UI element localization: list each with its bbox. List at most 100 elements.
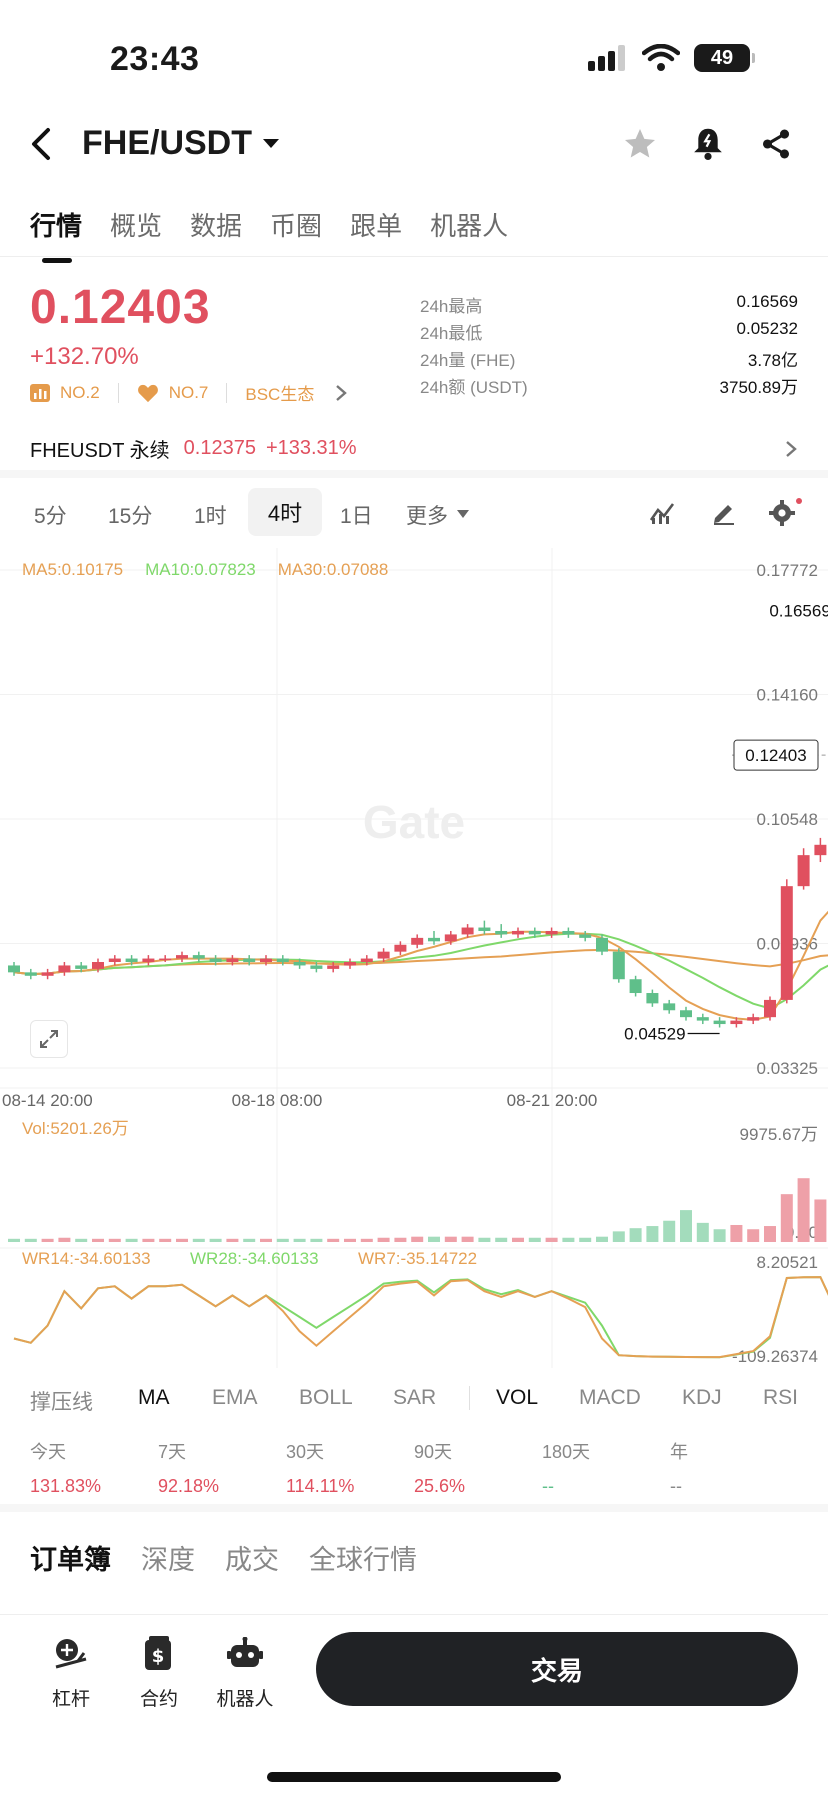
volume-bar (125, 1238, 138, 1242)
tab-depth[interactable]: 深度 (141, 1545, 195, 1575)
candle (730, 1020, 743, 1025)
candle (24, 972, 37, 976)
volume-bar (243, 1238, 256, 1242)
perf-label: 30天 (286, 1442, 325, 1462)
back-arrow-icon[interactable] (28, 126, 56, 162)
fullscreen-button[interactable] (30, 1020, 68, 1058)
rank-badge-volume: NO.2 (60, 382, 100, 402)
timeframe-5m[interactable]: 5分 (34, 505, 67, 528)
candle (612, 951, 625, 980)
tab-global-market[interactable]: 全球行情 (309, 1545, 417, 1575)
timeframe-1d[interactable]: 1日 (340, 505, 373, 528)
heart-icon (137, 384, 158, 402)
indicator-macd[interactable]: MACD (579, 1386, 641, 1409)
indicator-kdj[interactable]: KDJ (682, 1386, 722, 1409)
stat-label: 24h最低 (420, 324, 483, 343)
indicator-selector: 撑压线 MA EMA BOLL SAR VOL MACD KDJ RSI (30, 1386, 798, 1416)
indicator-ema[interactable]: EMA (212, 1386, 258, 1409)
volume-bar (192, 1238, 205, 1242)
indicator-vol[interactable]: VOL (496, 1386, 539, 1409)
favorite-star-icon[interactable] (620, 124, 660, 164)
tab-market[interactable]: 行情 (30, 206, 82, 263)
indicator-boll[interactable]: BOLL (299, 1386, 353, 1409)
perf-value: 131.83% (30, 1476, 102, 1496)
timeframe-15m[interactable]: 15分 (108, 505, 153, 528)
pair-title[interactable]: FHE/USDT (82, 124, 252, 162)
stat-label: 24h最高 (420, 297, 483, 316)
indicator-ma[interactable]: MA (138, 1386, 170, 1409)
candle (159, 958, 172, 961)
tab-trades[interactable]: 成交 (225, 1545, 279, 1575)
main-tabs: 行情 概览 数据 币圈 跟单 机器人 (30, 206, 509, 263)
last-price: 0.12403 (30, 281, 211, 334)
draw-pencil-icon[interactable] (710, 498, 738, 526)
indicator-sar[interactable]: SAR (393, 1386, 437, 1409)
expand-icon (40, 1030, 58, 1048)
volume-bar (663, 1220, 676, 1242)
volume-label: Vol:5201.26万 (22, 1119, 129, 1138)
candle (125, 958, 138, 963)
volume-bar (176, 1238, 188, 1242)
leverage-button[interactable]: 杠杆 (26, 1634, 116, 1711)
candle (276, 958, 289, 963)
perf-30d: 30天 114.11% (286, 1438, 354, 1497)
perf-label: 180天 (542, 1442, 591, 1462)
tab-order-book[interactable]: 订单簿 (30, 1545, 111, 1575)
more-dropdown-icon[interactable] (457, 510, 469, 518)
candle (663, 1003, 676, 1011)
tab-community[interactable]: 币圈 (270, 211, 323, 241)
indicator-chart-icon[interactable] (648, 498, 676, 526)
volume-bar (612, 1231, 625, 1242)
tab-overview[interactable]: 概览 (110, 211, 163, 241)
chevron-right-icon (336, 384, 348, 401)
tab-robot[interactable]: 机器人 (430, 211, 509, 241)
volume-bar (226, 1238, 239, 1242)
timeframe-1h[interactable]: 1时 (194, 505, 227, 528)
stat-row-turnover: 24h额 (USDT) 3750.89万 (420, 373, 798, 400)
robot-button[interactable]: 机器人 (200, 1634, 290, 1711)
wr28-line (13, 1276, 828, 1359)
contract-button[interactable]: $ 合约 (114, 1634, 204, 1711)
perpetual-contract-row[interactable]: FHEUSDT 永续 0.12375 +133.31% (30, 434, 798, 463)
rank-badges[interactable]: NO.2 NO.7 BSC生态 (30, 380, 348, 405)
timeframe-more[interactable]: 更多 (406, 505, 448, 528)
stat-value: 3750.89万 (719, 378, 798, 397)
stat-value: 3.78亿 (747, 351, 798, 370)
price-alert-bell-icon[interactable] (688, 124, 728, 164)
candlestick-chart[interactable]: 0.177720.141600.105480.069360.03325Gate0… (0, 548, 828, 1368)
x-tick-label: 08-21 20:00 (507, 1091, 598, 1110)
candle (780, 886, 793, 1000)
perf-90d: 90天 25.6% (414, 1438, 465, 1497)
rank-badge-popular: NO.7 (168, 382, 209, 402)
indicator-support-resistance[interactable]: 撑压线 (30, 1391, 93, 1414)
perp-price: 0.12375 (183, 437, 256, 459)
candle (713, 1020, 726, 1025)
candle (92, 962, 104, 969)
perp-name: FHEUSDT 永续 (30, 440, 170, 462)
indicator-rsi[interactable]: RSI (763, 1386, 799, 1409)
volume-bar (680, 1210, 692, 1242)
trade-button[interactable]: 交易 (316, 1632, 798, 1706)
share-icon[interactable] (756, 124, 796, 164)
volume-bar (428, 1236, 440, 1242)
volume-bar (8, 1238, 20, 1242)
status-time: 23:43 (110, 40, 200, 78)
leverage-icon (55, 1639, 87, 1669)
stat-value: 0.05232 (736, 319, 798, 338)
candle (680, 1010, 692, 1018)
bottom-divider (0, 1614, 828, 1615)
pair-dropdown-icon[interactable] (262, 138, 280, 150)
volume-bar (528, 1237, 541, 1242)
timeframe-4h[interactable]: 4时 (248, 488, 322, 536)
tab-copy-trade[interactable]: 跟单 (350, 211, 403, 241)
ma5-label: MA5:0.10175 (22, 560, 124, 579)
candle (444, 934, 457, 942)
volume-bar (646, 1226, 659, 1242)
volume-bar (260, 1238, 272, 1242)
candle (209, 958, 222, 963)
chart-settings-gear-icon[interactable] (768, 496, 802, 528)
volume-max-label: 9975.67万 (740, 1125, 818, 1144)
stat-label: 24h额 (USDT) (420, 378, 528, 397)
chevron-right-icon (786, 440, 797, 457)
tab-data[interactable]: 数据 (190, 211, 243, 241)
